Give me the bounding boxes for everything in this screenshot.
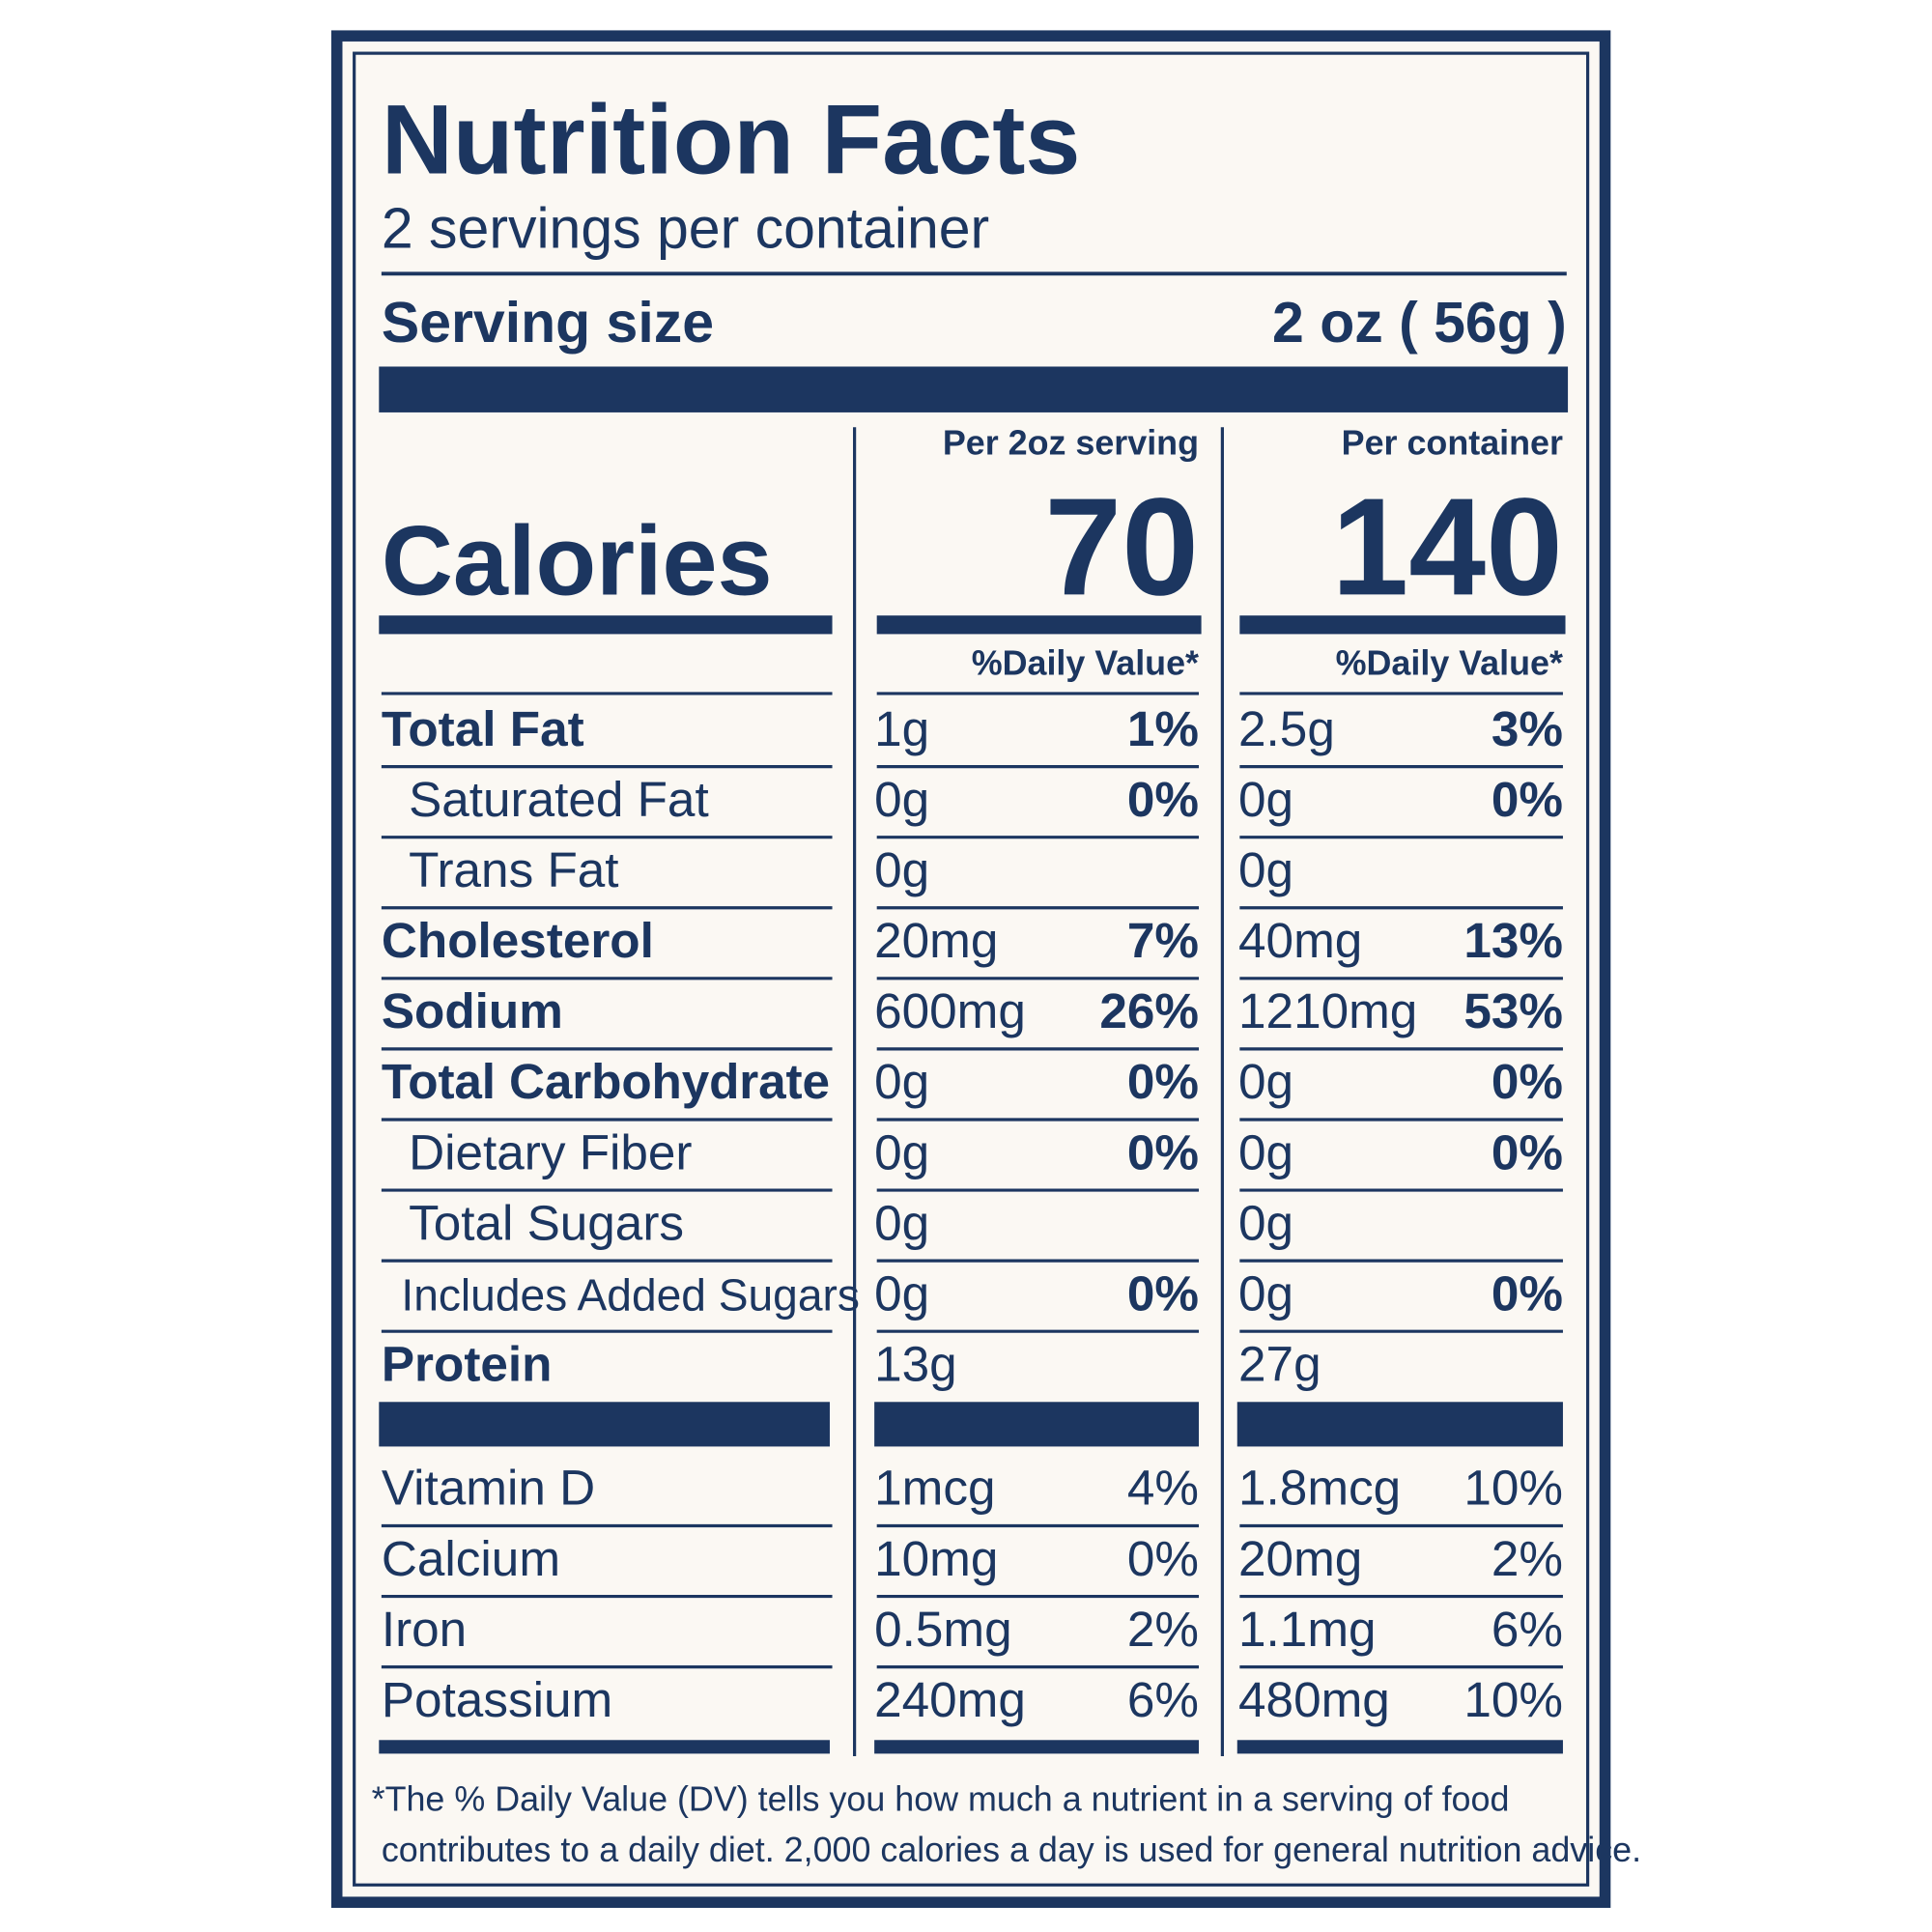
calories-label: Calories bbox=[382, 504, 773, 615]
bar bbox=[1239, 615, 1566, 635]
nutrient-name: Iron bbox=[382, 1602, 467, 1657]
nutrient-name: Protein bbox=[382, 1336, 553, 1391]
daily-value: 2% bbox=[1127, 1602, 1199, 1657]
serving-size-label: Serving size bbox=[382, 292, 714, 355]
amount: 2.5g bbox=[1238, 701, 1335, 756]
amount: 13g bbox=[874, 1336, 957, 1391]
bar bbox=[874, 1740, 1200, 1754]
daily-value: 0% bbox=[1127, 1531, 1199, 1586]
amount: 20mg bbox=[1238, 1531, 1362, 1586]
nutrient-name: Dietary Fiber bbox=[409, 1124, 692, 1179]
bar bbox=[1236, 1740, 1563, 1754]
amount: 0g bbox=[1238, 1054, 1293, 1109]
thick-bar bbox=[379, 366, 1569, 412]
amount: 1.1mg bbox=[1238, 1602, 1376, 1657]
amount: 40mg bbox=[1238, 913, 1362, 968]
nutrient-name: Total Carbohydrate bbox=[382, 1054, 830, 1109]
servings: 2 servings per container bbox=[382, 197, 989, 260]
amount: 0g bbox=[874, 842, 929, 897]
amount: 0g bbox=[1238, 842, 1293, 897]
amount: 20mg bbox=[874, 913, 998, 968]
thick-bar bbox=[1236, 1402, 1563, 1447]
thick-bar bbox=[874, 1402, 1200, 1447]
amount: 0g bbox=[1238, 1195, 1293, 1250]
nutrient-name: Includes Added Sugars bbox=[401, 1269, 860, 1320]
dv-heading: %Daily Value* bbox=[1336, 644, 1563, 683]
column-heading: Per container bbox=[1342, 424, 1563, 463]
nutrient-name: Calcium bbox=[382, 1531, 560, 1586]
amount: 0g bbox=[874, 1265, 929, 1321]
daily-value: 0% bbox=[1127, 1265, 1199, 1321]
amount: 240mg bbox=[874, 1672, 1026, 1727]
daily-value: 7% bbox=[1127, 913, 1199, 968]
inner-border bbox=[353, 51, 1590, 1887]
daily-value: 6% bbox=[1492, 1602, 1563, 1657]
amount: 0g bbox=[874, 1195, 929, 1250]
column-heading: Per 2oz serving bbox=[943, 424, 1199, 463]
amount: 1.8mcg bbox=[1238, 1461, 1401, 1516]
daily-value: 0% bbox=[1492, 1054, 1563, 1109]
thick-bar bbox=[379, 1402, 830, 1447]
amount: 0g bbox=[1238, 1265, 1293, 1321]
amount: 0g bbox=[1238, 772, 1293, 827]
calories-value: 140 bbox=[1331, 469, 1563, 624]
daily-value: 0% bbox=[1127, 772, 1199, 827]
daily-value: 53% bbox=[1463, 983, 1563, 1038]
nutrient-name: Total Fat bbox=[382, 701, 584, 756]
amount: 1g bbox=[874, 701, 929, 756]
daily-value: 10% bbox=[1463, 1672, 1563, 1727]
nutrient-name: Vitamin D bbox=[382, 1461, 595, 1516]
amount: 600mg bbox=[874, 983, 1026, 1038]
amount: 0g bbox=[874, 1124, 929, 1179]
daily-value: 10% bbox=[1463, 1461, 1563, 1516]
footnote: *The % Daily Value (DV) tells you how mu… bbox=[372, 1779, 1510, 1818]
daily-value: 26% bbox=[1099, 983, 1199, 1038]
serving-size-value: 2 oz ( 56g ) bbox=[1272, 292, 1567, 355]
daily-value: 6% bbox=[1127, 1672, 1199, 1727]
title: Nutrition Facts bbox=[382, 83, 1081, 194]
amount: 480mg bbox=[1238, 1672, 1390, 1727]
daily-value: 0% bbox=[1492, 772, 1563, 827]
daily-value: 0% bbox=[1127, 1054, 1199, 1109]
bar bbox=[379, 615, 833, 635]
amount: 27g bbox=[1238, 1336, 1321, 1391]
amount: 0g bbox=[874, 1054, 929, 1109]
amount: 0.5mg bbox=[874, 1602, 1011, 1657]
daily-value: 0% bbox=[1492, 1265, 1563, 1321]
nutrient-name: Cholesterol bbox=[382, 913, 654, 968]
daily-value: 0% bbox=[1127, 1124, 1199, 1179]
daily-value: 13% bbox=[1463, 913, 1563, 968]
amount: 1210mg bbox=[1238, 983, 1417, 1038]
amount: 0g bbox=[874, 772, 929, 827]
amount: 0g bbox=[1238, 1124, 1293, 1179]
daily-value: 0% bbox=[1492, 1124, 1563, 1179]
nutrient-name: Sodium bbox=[382, 983, 563, 1038]
daily-value: 3% bbox=[1492, 701, 1563, 756]
amount: 10mg bbox=[874, 1531, 998, 1586]
nutrient-name: Saturated Fat bbox=[409, 772, 709, 827]
outer-border bbox=[330, 30, 1611, 1908]
nutrient-name: Total Sugars bbox=[409, 1195, 684, 1250]
nutrient-name: Trans Fat bbox=[409, 842, 618, 897]
calories-value: 70 bbox=[1044, 469, 1199, 624]
daily-value: 4% bbox=[1127, 1461, 1199, 1516]
daily-value: 1% bbox=[1127, 701, 1199, 756]
dv-heading: %Daily Value* bbox=[972, 644, 1199, 683]
daily-value: 2% bbox=[1492, 1531, 1563, 1586]
bar bbox=[876, 615, 1202, 635]
nutrient-name: Potassium bbox=[382, 1672, 612, 1727]
bar bbox=[379, 1740, 830, 1754]
footnote: contributes to a daily diet. 2,000 calor… bbox=[382, 1831, 1641, 1869]
amount: 1mcg bbox=[874, 1461, 995, 1516]
